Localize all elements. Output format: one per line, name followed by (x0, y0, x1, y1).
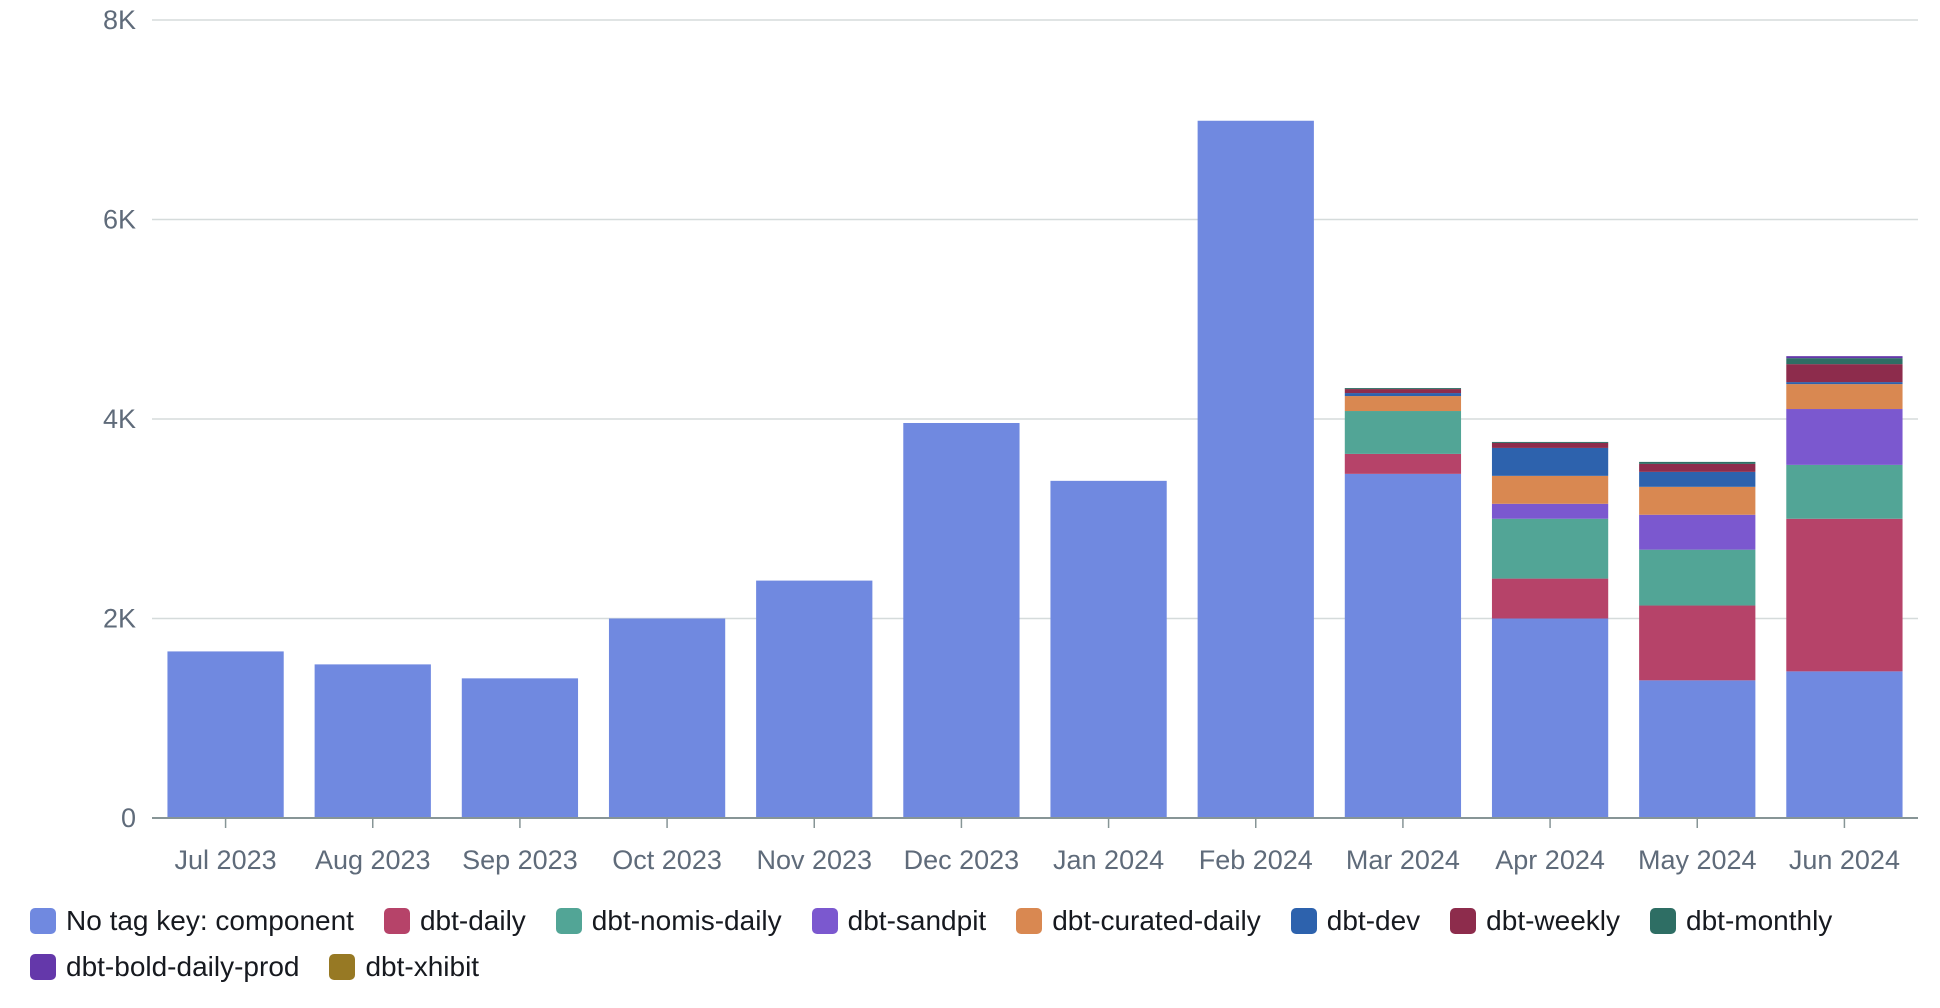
bar-segment[interactable] (1786, 409, 1903, 465)
bar-segment[interactable] (1639, 514, 1756, 550)
x-tick-label: Feb 2024 (1199, 845, 1313, 875)
bar-segment[interactable] (1491, 441, 1609, 443)
legend-swatch (30, 954, 56, 980)
legend-item[interactable]: dbt-nomis-daily (555, 905, 782, 937)
x-tick-label: Nov 2023 (756, 845, 872, 875)
x-tick-label: Oct 2023 (612, 845, 722, 875)
legend-label: dbt-weekly (1486, 905, 1621, 936)
x-tick-label: Aug 2023 (315, 845, 431, 875)
bar-segment[interactable] (1639, 461, 1756, 464)
legend-swatch (555, 908, 582, 934)
bar-segment[interactable] (1491, 578, 1609, 619)
legend-item[interactable]: dbt-bold-daily-prod (30, 951, 299, 983)
legend-item[interactable]: dbt-daily (383, 905, 526, 937)
legend-swatch (383, 908, 410, 934)
legend-item[interactable]: dbt-curated-daily (1016, 905, 1261, 937)
legend-item[interactable]: dbt-xhibit (329, 951, 479, 983)
chart-legend: No tag key: component dbt-daily dbt-nomis-… (30, 905, 1910, 983)
legend-label: dbt-xhibit (365, 951, 480, 982)
bar-segment[interactable] (167, 651, 284, 818)
bar-segment[interactable] (1786, 464, 1903, 519)
bar-segment[interactable] (1639, 471, 1756, 487)
x-tick-label: Jul 2023 (175, 845, 277, 875)
bar-segment[interactable] (1491, 475, 1609, 504)
bar-segment[interactable] (1344, 473, 1462, 818)
legend-label: dbt-bold-daily-prod (66, 951, 300, 982)
x-tick-label: Jun 2024 (1789, 845, 1900, 875)
legend-swatch (1650, 908, 1677, 934)
bar-segment[interactable] (1491, 518, 1609, 579)
legend-label: dbt-curated-daily (1052, 905, 1261, 936)
legend-swatch (1290, 908, 1317, 934)
bar-segment[interactable] (608, 618, 726, 819)
legend-swatch (1016, 908, 1043, 934)
bar-segment[interactable] (1786, 384, 1903, 410)
legend-swatch (811, 908, 838, 934)
bar-segment[interactable] (1344, 453, 1462, 474)
y-tick-label: 2K (103, 604, 136, 634)
bar-segment[interactable] (1491, 447, 1609, 476)
y-tick-label: 0 (121, 803, 136, 833)
bar-segment[interactable] (1344, 393, 1462, 397)
bar-segment[interactable] (1786, 356, 1903, 359)
bar-segment[interactable] (1639, 463, 1756, 472)
bar-segment[interactable] (1344, 389, 1462, 394)
legend-label: dbt-monthly (1686, 905, 1833, 936)
bar-segment[interactable] (756, 580, 873, 818)
x-tick-label: Sep 2023 (462, 845, 578, 875)
bar-segment[interactable] (1786, 364, 1903, 383)
bar-segment[interactable] (1344, 388, 1462, 390)
legend-item[interactable]: dbt-dev (1290, 905, 1421, 937)
y-tick-label: 8K (103, 5, 136, 35)
bar-segment[interactable] (1786, 518, 1903, 672)
bar-segment[interactable] (1639, 680, 1756, 818)
legend-swatch (1450, 908, 1477, 934)
bar-segment[interactable] (1639, 605, 1756, 681)
bar-segment[interactable] (1786, 358, 1903, 365)
bar-segment[interactable] (1639, 486, 1756, 515)
stacked-bar-chart: 0 2K 4K 6K 8K Jul 2023 Aug 2023 Sep 2023 Oct 202… (103, 5, 1918, 875)
bar-segment[interactable] (1491, 618, 1609, 819)
legend-item[interactable]: No tag key: component (30, 905, 354, 937)
bar-segment[interactable] (1050, 480, 1167, 818)
legend-item[interactable]: dbt-weekly (1450, 905, 1620, 937)
legend-swatch (30, 908, 56, 934)
legend-label: dbt-nomis-daily (591, 905, 782, 936)
bar-segment[interactable] (1197, 120, 1314, 818)
legend-label: dbt-sandpit (847, 905, 987, 936)
bar-segment[interactable] (1639, 549, 1756, 606)
y-tick-label: 4K (103, 404, 136, 434)
legend-item[interactable]: dbt-sandpit (811, 905, 987, 937)
bar-segment[interactable] (314, 664, 431, 818)
bar-segment[interactable] (903, 422, 1020, 818)
x-tick-label: May 2024 (1638, 845, 1757, 875)
bar-segment[interactable] (1344, 396, 1462, 412)
legend-label: No tag key: component (66, 905, 354, 936)
bar-segment[interactable] (1491, 442, 1609, 448)
x-tick-label: Apr 2024 (1495, 845, 1605, 875)
legend-label: dbt-daily (419, 905, 526, 936)
x-tick-label: Mar 2024 (1346, 845, 1460, 875)
x-tick-label: Dec 2023 (904, 845, 1020, 875)
bar-segment[interactable] (1786, 382, 1903, 385)
bar-segment[interactable] (1491, 503, 1609, 519)
legend-item[interactable]: dbt-monthly (1650, 905, 1832, 937)
bar-segment[interactable] (1786, 671, 1903, 818)
legend-swatch (329, 954, 356, 980)
x-tick-label: Jan 2024 (1053, 845, 1164, 875)
bar-segment[interactable] (461, 678, 579, 818)
legend-label: dbt-dev (1326, 905, 1421, 936)
y-tick-label: 6K (103, 205, 136, 235)
bar-segment[interactable] (1344, 411, 1462, 454)
